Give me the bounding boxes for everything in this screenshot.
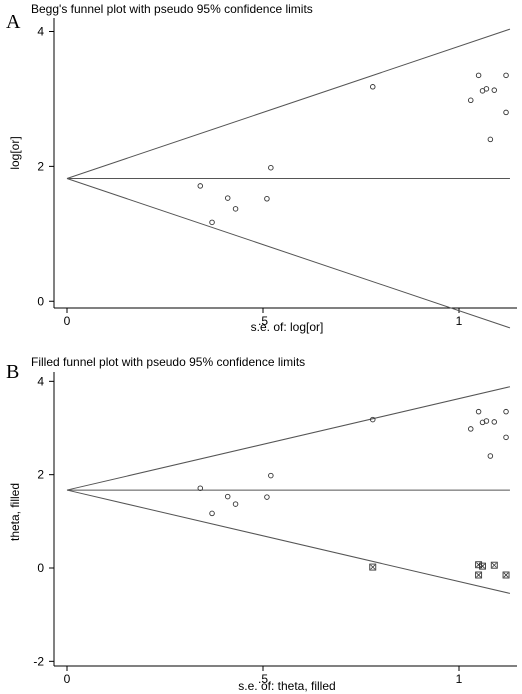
- panel-a-y-tick-label: 2: [37, 159, 44, 173]
- panel-b-y-axis-label: theta, filled: [8, 483, 22, 541]
- panel-b-study-point: [197, 485, 204, 491]
- panel-b-filled-study-marker: [475, 571, 483, 579]
- panel-a-label: A: [6, 11, 21, 33]
- panel-b-study-point: [503, 408, 509, 415]
- panel-b-study-point: [487, 453, 494, 459]
- panel-b-upper-confidence-limit: [66, 386, 511, 491]
- panel-b-study-point: [483, 418, 490, 424]
- panel-b-study-point: [475, 408, 482, 415]
- plot-layer: 0 2 4 0 .5 1 -2 0 2 4 0 .5 1: [33, 18, 517, 686]
- panel-a-upper-confidence-limit: [66, 28, 511, 179]
- panel-a-study-point: [503, 109, 509, 116]
- panel-b-study-point: [503, 434, 509, 441]
- panel-b-x-tick-label: .5: [258, 672, 268, 686]
- panel-a-y-axis-label: log[or]: [8, 136, 22, 169]
- panel-b-study-point: [232, 501, 239, 507]
- panel-b-study-point: [491, 419, 498, 425]
- panel-a-x-tick-label: 0: [64, 314, 71, 328]
- panel-b-x-tick-label: 0: [64, 672, 71, 686]
- panel-a-study-point: [483, 86, 490, 92]
- panel-b-study-point: [370, 416, 376, 423]
- panel-b-y-tick-label: 4: [37, 374, 44, 388]
- panel-a-title: Begg's funnel plot with pseudo 95% confi…: [31, 2, 313, 16]
- panel-b-filled-study-marker: [369, 563, 377, 571]
- panel-a-study-point: [487, 136, 494, 143]
- panel-a-study-point: [370, 84, 376, 90]
- panel-b-filled-study-marker: [479, 562, 486, 570]
- panel-a-x-axis-label: s.e. of: log[or]: [251, 320, 324, 334]
- panel-b-y-tick-label: -2: [33, 654, 44, 668]
- panel-a-lower-confidence-limit: [66, 178, 511, 329]
- panel-b-filled-study-marker: [502, 571, 510, 579]
- panel-b-study-point: [224, 493, 231, 500]
- panel-b-study-point: [268, 472, 274, 479]
- panel-a-study-point: [503, 72, 509, 79]
- panel-b-x-axis-label: s.e. of: theta, filled: [238, 679, 335, 693]
- panel-a-study-point: [491, 87, 498, 93]
- panel-a-x-tick-label: 1: [456, 314, 463, 328]
- panel-a-study-point: [232, 206, 239, 212]
- panel-b-study-point: [264, 494, 270, 500]
- panel-a-study-point: [468, 97, 474, 104]
- panel-b-title: Filled funnel plot with pseudo 95% confi…: [31, 355, 305, 369]
- panel-b-filled-study-marker: [490, 561, 498, 569]
- panel-a-study-point: [209, 219, 215, 226]
- panel-b-lower-confidence-limit: [66, 489, 511, 594]
- panel-a-y-tick-label: 0: [37, 294, 44, 308]
- panel-a-study-point: [197, 183, 204, 189]
- panel-b-label: B: [6, 361, 19, 383]
- panel-a-study-point: [268, 164, 274, 171]
- panel-b-study-point: [209, 510, 215, 517]
- panel-a-x-tick-label: .5: [258, 314, 268, 328]
- panel-a-study-point: [264, 195, 270, 202]
- panel-a-study-point: [475, 72, 482, 79]
- panel-a-y-tick-label: 4: [37, 24, 44, 38]
- panel-b-x-tick-label: 1: [456, 672, 463, 686]
- panel-b-study-point: [468, 426, 474, 432]
- panel-b-y-tick-label: 2: [37, 468, 44, 482]
- panel-b-y-tick-label: 0: [37, 561, 44, 575]
- panel-a-study-point: [224, 195, 231, 201]
